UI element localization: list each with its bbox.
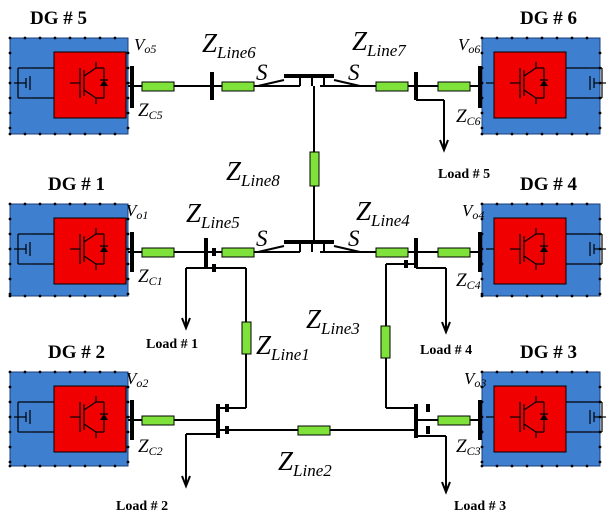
zc5-label: ZC5 <box>138 100 163 122</box>
zline8-label: ZLine8 <box>226 156 280 190</box>
switch-s-mid-right: S <box>348 226 360 251</box>
zc3-label: ZC3 <box>456 436 481 458</box>
dg2-box <box>9 371 135 467</box>
switch-s-top-right: S <box>348 60 360 85</box>
load1-label: Load # 1 <box>146 337 198 352</box>
zline3-label: ZLine3 <box>306 304 360 338</box>
zc1-impedance <box>141 247 175 258</box>
zc2-label: ZC2 <box>138 436 163 458</box>
zline4-label: ZLine4 <box>356 196 410 230</box>
vo1-label: Vo1 <box>126 201 148 222</box>
zline8-impedance <box>309 151 320 187</box>
dg6-title: DG # 6 <box>520 8 577 29</box>
zc6-label: ZC6 <box>456 106 481 128</box>
zc1-label: ZC1 <box>138 266 163 288</box>
zline3-impedance <box>380 325 391 359</box>
switch-s-top-left: S <box>256 60 268 85</box>
load4-label: Load # 4 <box>420 343 472 358</box>
dg4-title: DG # 4 <box>520 174 578 195</box>
zline6-label: ZLine6 <box>202 28 256 62</box>
zline2-label: ZLine2 <box>278 446 332 480</box>
zline7-impedance <box>375 81 409 92</box>
dg2-title: DG # 2 <box>48 342 105 363</box>
load2-label: Load # 2 <box>116 499 168 514</box>
vo5-label: Vo5 <box>134 35 156 56</box>
dg5-title: DG # 5 <box>30 8 87 29</box>
zline6-impedance <box>221 81 255 92</box>
zline1-impedance <box>241 321 252 355</box>
zc5-impedance <box>141 81 175 92</box>
dg5-box <box>9 37 135 135</box>
zc4-impedance <box>437 247 471 258</box>
dg-box-dots <box>8 36 602 468</box>
zc3-impedance <box>437 415 471 426</box>
zline1-label: ZLine1 <box>256 330 310 364</box>
load3-label: Load # 3 <box>454 499 506 514</box>
zc4-label: ZC4 <box>456 270 481 292</box>
load5-label: Load # 5 <box>438 167 490 182</box>
dg3-box <box>481 371 607 467</box>
zc2-impedance <box>141 415 175 426</box>
zc6-impedance <box>437 81 471 92</box>
dg3-title: DG # 3 <box>520 342 577 363</box>
zline7-label: ZLine7 <box>352 26 407 60</box>
zline5-label: ZLine5 <box>186 198 240 232</box>
vo3-label: Vo3 <box>464 369 486 390</box>
zline4-impedance <box>375 247 409 258</box>
dg1-title: DG # 1 <box>48 174 105 195</box>
switch-s-mid-left: S <box>256 226 268 251</box>
vo4-label: Vo4 <box>462 201 484 222</box>
vo6-label: Vo6 <box>458 35 480 56</box>
dg6-box <box>481 37 607 135</box>
zline2-impedance <box>297 425 331 436</box>
dg1-box <box>9 203 135 297</box>
zline5-impedance <box>221 247 255 258</box>
vo2-label: Vo2 <box>126 369 148 390</box>
dg4-box <box>481 203 607 297</box>
